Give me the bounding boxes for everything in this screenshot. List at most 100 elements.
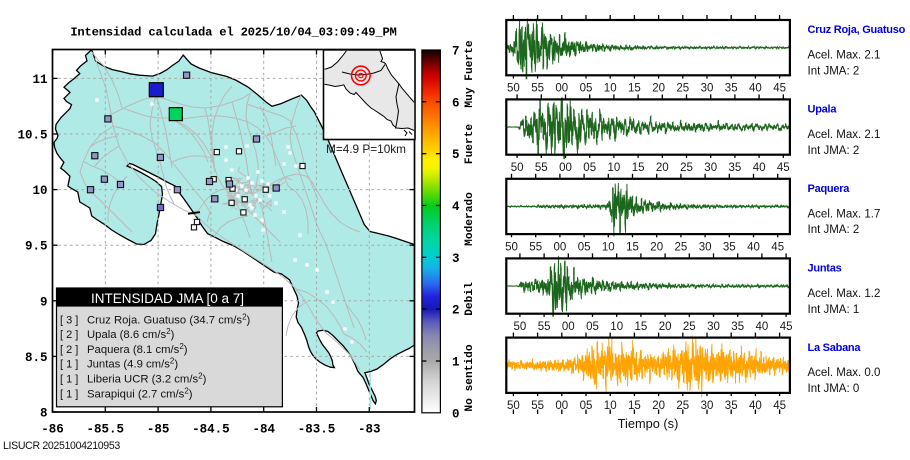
svg-text:1: 1 (452, 356, 460, 370)
svg-text:10: 10 (604, 83, 617, 95)
svg-text:Moderado: Moderado (464, 192, 476, 246)
svg-text:45: 45 (771, 241, 784, 253)
svg-text:Debil: Debil (464, 282, 476, 316)
svg-text:55: 55 (529, 241, 542, 253)
svg-text:8: 8 (40, 407, 48, 421)
svg-text:20: 20 (656, 162, 669, 174)
svg-text:35: 35 (729, 162, 742, 174)
svg-text:9.5: 9.5 (25, 240, 48, 254)
svg-text:Int JMA: 2: Int JMA: 2 (808, 224, 860, 236)
svg-text:Int JMA: 2: Int JMA: 2 (808, 145, 860, 157)
svg-text:50: 50 (507, 400, 520, 412)
svg-text:7: 7 (452, 45, 460, 59)
svg-text:05: 05 (580, 400, 593, 412)
svg-text:6: 6 (452, 96, 460, 110)
svg-text:25: 25 (680, 162, 693, 174)
svg-text:[ 1 ]: [ 1 ] (60, 374, 78, 386)
svg-text:05: 05 (583, 162, 596, 174)
svg-text:20: 20 (650, 241, 663, 253)
svg-text:05: 05 (580, 83, 593, 95)
svg-text:35: 35 (725, 83, 738, 95)
svg-text:-84: -84 (252, 423, 275, 437)
svg-text:Int JMA: 2: Int JMA: 2 (808, 65, 860, 77)
svg-text:25: 25 (675, 241, 688, 253)
svg-text:-84.5: -84.5 (192, 423, 230, 437)
svg-text:45: 45 (773, 83, 786, 95)
svg-text:45: 45 (773, 400, 786, 412)
svg-text:3: 3 (452, 252, 460, 266)
svg-text:40: 40 (747, 241, 760, 253)
svg-text:00: 00 (559, 162, 572, 174)
svg-text:55: 55 (531, 400, 544, 412)
svg-text:30: 30 (704, 162, 717, 174)
svg-text:00: 00 (555, 83, 568, 95)
svg-text:8.5: 8.5 (25, 351, 48, 365)
svg-text:[ 3 ]: [ 3 ] (60, 314, 78, 326)
svg-text:20: 20 (659, 321, 672, 333)
svg-text:40: 40 (749, 400, 762, 412)
svg-text:M=4.9 P=10km: M=4.9 P=10km (326, 142, 406, 156)
svg-text:La Sabana: La Sabana (808, 342, 862, 354)
svg-text:10: 10 (604, 400, 617, 412)
svg-text:Paquera (8.1 cm/s2): Paquera (8.1 cm/s2) (87, 342, 188, 356)
svg-text:0: 0 (452, 407, 460, 421)
svg-text:-83: -83 (358, 423, 381, 437)
svg-text:35: 35 (723, 241, 736, 253)
svg-text:-86: -86 (41, 423, 64, 437)
svg-text:9: 9 (40, 295, 48, 309)
svg-text:Int JMA: 1: Int JMA: 1 (808, 304, 860, 316)
svg-text:Acel. Max. 2.1: Acel. Max. 2.1 (808, 129, 881, 141)
svg-text:15: 15 (628, 400, 641, 412)
svg-text:15: 15 (632, 162, 645, 174)
svg-text:Acel. Max. 2.1: Acel. Max. 2.1 (808, 50, 881, 62)
svg-text:-83.5: -83.5 (298, 423, 336, 437)
svg-text:11: 11 (32, 73, 47, 87)
svg-text:05: 05 (586, 321, 599, 333)
svg-text:Juntas: Juntas (808, 263, 842, 275)
svg-text:30: 30 (707, 321, 720, 333)
svg-text:Upala: Upala (808, 104, 838, 116)
svg-text:Fuerte: Fuerte (464, 124, 476, 165)
svg-text:INTENSIDAD JMA [0 a 7]: INTENSIDAD JMA [0 a 7] (91, 291, 244, 306)
svg-text:30: 30 (701, 400, 714, 412)
svg-text:50: 50 (514, 321, 527, 333)
svg-text:35: 35 (725, 400, 738, 412)
svg-text:55: 55 (531, 83, 544, 95)
svg-text:50: 50 (507, 83, 520, 95)
svg-text:00: 00 (554, 241, 567, 253)
svg-text:20: 20 (652, 83, 665, 95)
svg-text:15: 15 (626, 241, 639, 253)
svg-text:30: 30 (701, 83, 714, 95)
svg-text:55: 55 (538, 321, 551, 333)
svg-text:50: 50 (505, 241, 518, 253)
svg-text:LISUCR 20251004210953: LISUCR 20251004210953 (3, 440, 120, 452)
svg-text:40: 40 (756, 321, 769, 333)
svg-text:Acel. Max. 1.2: Acel. Max. 1.2 (808, 288, 881, 300)
svg-text:-85: -85 (147, 423, 170, 437)
svg-text:50: 50 (511, 162, 524, 174)
svg-text:Cruz Roja. Guatuso (34.7 cm/s2: Cruz Roja. Guatuso (34.7 cm/s2) (87, 312, 251, 326)
svg-text:2: 2 (452, 304, 460, 318)
svg-text:45: 45 (780, 321, 793, 333)
svg-text:Intensidad calculada el 2025/1: Intensidad calculada el 2025/10/04_03:09… (70, 26, 396, 40)
svg-text:35: 35 (731, 321, 744, 333)
svg-text:40: 40 (753, 162, 766, 174)
svg-text:[ 1 ]: [ 1 ] (60, 359, 78, 371)
svg-text:-85.5: -85.5 (87, 423, 125, 437)
svg-text:Liberia UCR (3.2 cm/s2): Liberia UCR (3.2 cm/s2) (87, 372, 207, 386)
svg-text:[ 2 ]: [ 2 ] (60, 344, 78, 356)
svg-text:[ 1 ]: [ 1 ] (60, 388, 78, 400)
svg-text:55: 55 (535, 162, 548, 174)
svg-text:Sarapiqui (2.7 cm/s2): Sarapiqui (2.7 cm/s2) (87, 386, 193, 400)
svg-text:30: 30 (699, 241, 712, 253)
svg-text:4: 4 (452, 200, 460, 214)
svg-text:Muy Fuerte: Muy Fuerte (464, 40, 476, 107)
svg-text:45: 45 (777, 162, 790, 174)
svg-text:20: 20 (652, 400, 665, 412)
svg-text:10: 10 (32, 184, 47, 198)
svg-text:Acel. Max. 1.7: Acel. Max. 1.7 (808, 208, 881, 220)
svg-text:15: 15 (635, 321, 648, 333)
svg-text:Acel. Max. 0.0: Acel. Max. 0.0 (808, 367, 881, 379)
svg-text:Paquera: Paquera (808, 183, 851, 195)
svg-text:Tiempo (s): Tiempo (s) (618, 416, 679, 431)
